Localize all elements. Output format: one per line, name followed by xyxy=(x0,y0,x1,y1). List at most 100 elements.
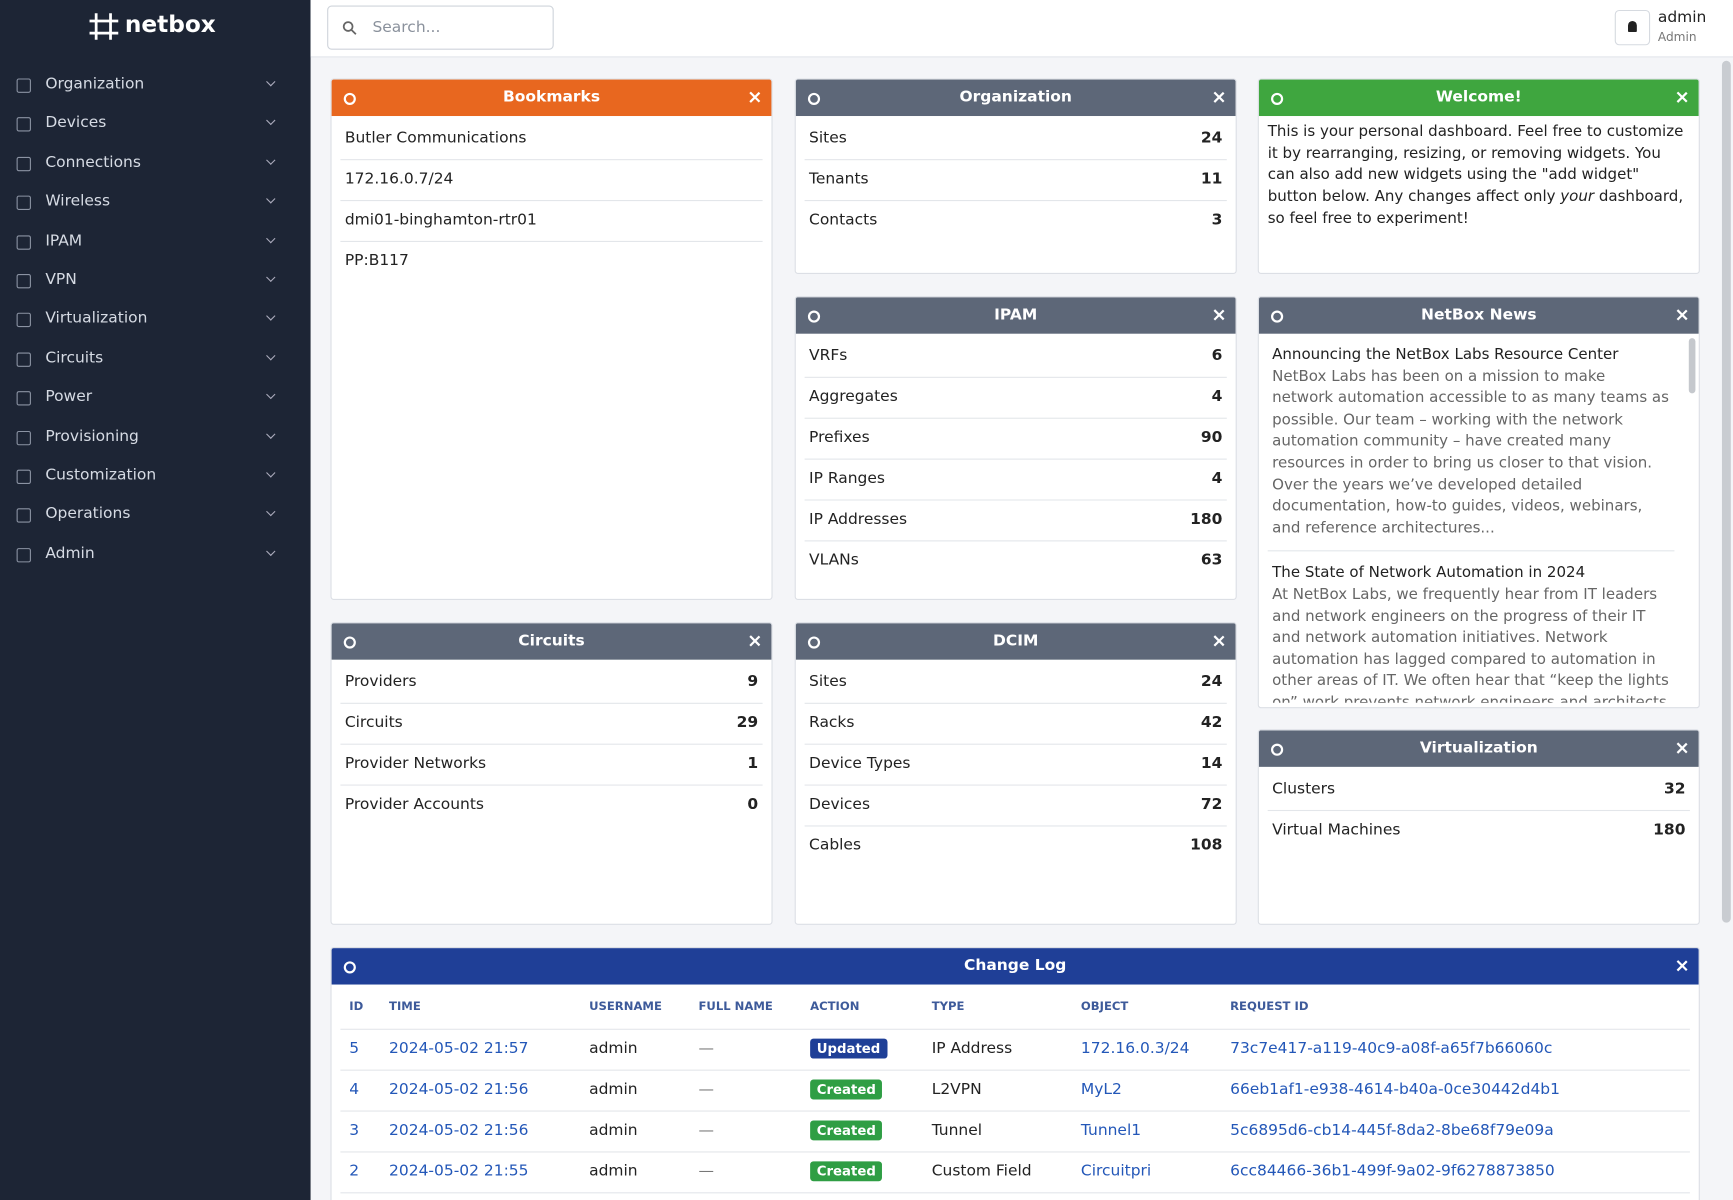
menu-item[interactable]: Provisioning xyxy=(0,418,311,456)
stat-count: 0 xyxy=(747,795,759,814)
stat-row[interactable]: Prefixes 90 xyxy=(804,419,1227,460)
close-icon[interactable] xyxy=(1676,741,1689,754)
search-box[interactable]: Search... xyxy=(327,5,554,50)
time[interactable]: 2024-05-02 21:55 xyxy=(389,1162,529,1181)
time[interactable]: 2024-05-02 21:56 xyxy=(389,1080,529,1099)
stat-row[interactable]: Provider Accounts 0 xyxy=(340,786,762,826)
gear-icon[interactable] xyxy=(343,961,356,974)
menu-icon xyxy=(16,117,31,132)
stat-row[interactable]: VLANs 63 xyxy=(805,541,1227,581)
stat-row[interactable]: IP Addresses 180 xyxy=(804,501,1227,542)
request-id[interactable]: 66eb1af1-e938-4614-b40a-0ce30442d4b1 xyxy=(1230,1080,1560,1099)
menu-item[interactable]: VPN xyxy=(0,262,311,300)
stat-count: 4 xyxy=(1211,469,1223,488)
close-icon[interactable] xyxy=(1212,91,1225,104)
chevron xyxy=(266,311,276,322)
menu-item[interactable]: Operations xyxy=(0,497,311,535)
request-id[interactable]: 6cc84466-36b1-499f-9a02-9f6278873850 xyxy=(1230,1162,1555,1181)
gear-icon[interactable] xyxy=(807,310,821,323)
chevron xyxy=(266,272,276,283)
request-id[interactable]: 5c6895d6-cb14-445f-8da2-8be68f79e09a xyxy=(1230,1121,1554,1140)
stat-row[interactable]: VRFs 6 xyxy=(804,337,1227,378)
type: Custom Field xyxy=(931,1162,1032,1181)
menu-item[interactable]: Devices xyxy=(0,105,311,143)
stat-count: 180 xyxy=(1190,510,1223,529)
bookmark[interactable]: PP:B117 xyxy=(340,242,762,282)
stat-row[interactable]: Sites 24 xyxy=(804,663,1227,704)
bookmark-label: PP:B117 xyxy=(344,251,409,270)
gear-icon[interactable] xyxy=(1271,743,1284,756)
object[interactable]: Tunnel1 xyxy=(1080,1121,1142,1140)
stat-row[interactable]: Device Types 14 xyxy=(804,745,1227,786)
close-icon[interactable] xyxy=(1212,634,1225,647)
menu-item[interactable]: Connections xyxy=(0,145,311,183)
stat-row[interactable]: Cables 108 xyxy=(805,827,1227,867)
menu-item[interactable]: Organization xyxy=(0,66,311,104)
bookmark[interactable]: dmi01-binghamton-rtr01 xyxy=(340,201,763,242)
menu-icon xyxy=(16,430,31,445)
gear-icon[interactable] xyxy=(343,92,356,105)
text: dashboard, so feel free to experiment! xyxy=(1267,187,1684,228)
stat-row[interactable]: Clusters 32 xyxy=(1267,770,1690,812)
object[interactable]: 172.16.0.3/24 xyxy=(1080,1039,1190,1058)
stat-count: 29 xyxy=(736,713,759,732)
id[interactable]: 5 xyxy=(349,1039,360,1058)
stat-row[interactable]: Aggregates 4 xyxy=(804,378,1227,419)
stat-row[interactable]: Virtual Machines 180 xyxy=(1268,811,1690,851)
object[interactable]: MyL2 xyxy=(1080,1080,1122,1099)
stat-row[interactable]: Providers 9 xyxy=(340,663,763,704)
id[interactable]: 4 xyxy=(349,1080,360,1099)
menu-item[interactable]: Admin xyxy=(0,536,311,574)
news-item[interactable]: The State of Network Automation in 2024 A… xyxy=(1268,552,1675,703)
column-header: USERNAME xyxy=(589,999,662,1014)
id[interactable]: 2 xyxy=(349,1162,360,1181)
stat-row[interactable]: Devices 72 xyxy=(804,786,1227,827)
chevron xyxy=(266,507,276,517)
menu-item[interactable]: Customization xyxy=(0,457,311,495)
stat-row[interactable]: Provider Networks 1 xyxy=(340,745,763,786)
news-title: The State of Network Automation in 2024 xyxy=(1272,563,1586,582)
search-placeholder: Search... xyxy=(372,18,441,37)
brand: netbox xyxy=(124,11,216,38)
close-icon[interactable] xyxy=(1212,308,1225,321)
stat-row[interactable]: Tenants 11 xyxy=(804,160,1227,202)
gear-icon[interactable] xyxy=(1271,92,1284,105)
widget-title: Bookmarks xyxy=(502,88,601,107)
menu-icon xyxy=(16,195,31,211)
gear-icon[interactable] xyxy=(807,92,821,105)
bookmark[interactable]: Butler Communications xyxy=(340,119,763,161)
stat-label: Prefixes xyxy=(809,428,870,447)
stat-row[interactable]: IP Ranges 4 xyxy=(804,460,1227,501)
gear-icon[interactable] xyxy=(1271,310,1284,323)
menu-item[interactable]: Wireless xyxy=(0,184,311,222)
close-icon[interactable] xyxy=(748,91,761,104)
request-id[interactable]: 73c7e417-a119-40c9-a08f-a65f7b66060c xyxy=(1230,1039,1553,1058)
stat-row[interactable]: Sites 24 xyxy=(804,119,1227,161)
news-item[interactable]: Announcing the NetBox Labs Resource Cent… xyxy=(1267,334,1675,552)
close-icon[interactable] xyxy=(1676,91,1689,104)
bookmark-label: 172.16.0.7/24 xyxy=(344,170,454,188)
close-icon[interactable] xyxy=(748,634,761,647)
object[interactable]: Circuitpri xyxy=(1080,1162,1152,1181)
bookmark[interactable]: 172.16.0.7/24 xyxy=(340,160,763,202)
time[interactable]: 2024-05-02 21:56 xyxy=(389,1121,529,1140)
close-icon[interactable] xyxy=(1676,308,1689,321)
theme-toggle[interactable] xyxy=(1614,9,1651,46)
user-name[interactable]: admin xyxy=(1657,8,1707,27)
chevron xyxy=(266,350,276,361)
id[interactable]: 3 xyxy=(349,1121,360,1140)
chevron xyxy=(266,468,276,478)
stat-row[interactable]: Racks 42 xyxy=(804,704,1227,745)
table-row: 3 2024-05-02 21:56 admin — Created Tunnel Tunn… xyxy=(340,1112,1690,1153)
menu-label: Admin xyxy=(45,544,95,563)
gear-icon[interactable] xyxy=(343,636,356,649)
close-icon[interactable] xyxy=(1676,959,1689,972)
menu-item[interactable]: Circuits xyxy=(0,340,311,378)
stat-row[interactable]: Circuits 29 xyxy=(340,704,763,745)
menu-item[interactable]: Virtualization xyxy=(0,301,311,339)
time[interactable]: 2024-05-02 21:57 xyxy=(389,1039,529,1058)
menu-item[interactable]: IPAM xyxy=(0,223,311,261)
stat-row[interactable]: Contacts 3 xyxy=(805,201,1227,241)
menu-item[interactable]: Power xyxy=(0,379,311,417)
gear-icon[interactable] xyxy=(807,636,821,649)
